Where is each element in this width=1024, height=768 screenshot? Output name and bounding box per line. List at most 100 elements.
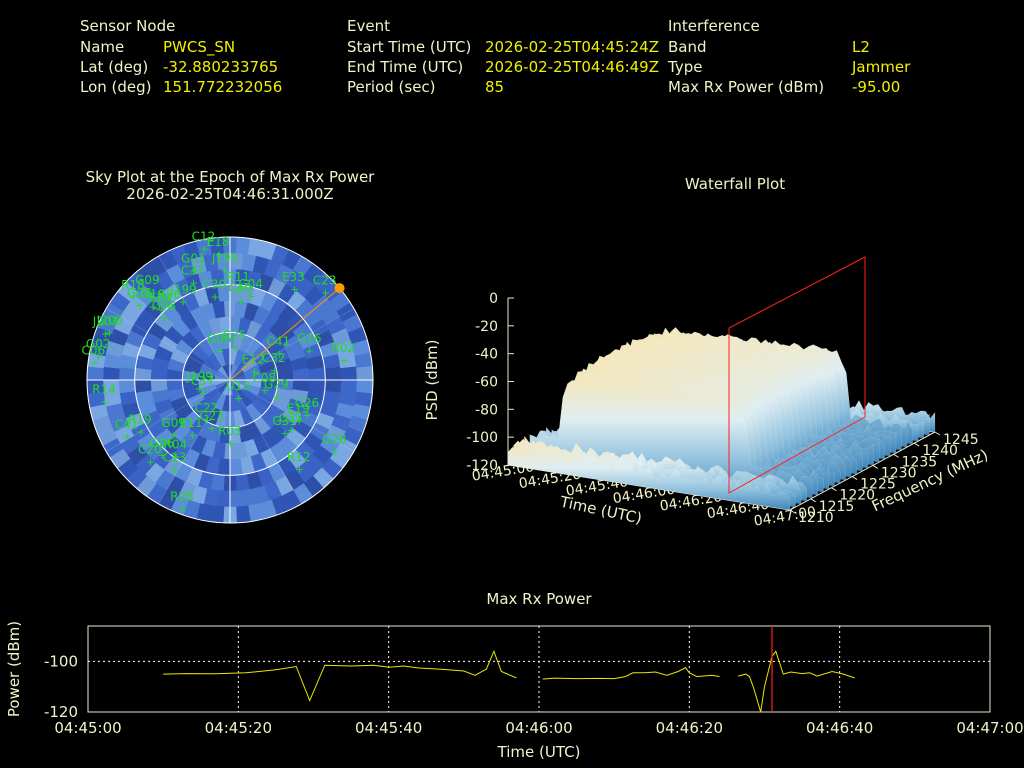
satellite-point: + xyxy=(146,455,155,468)
satellite-label: G05 xyxy=(207,332,232,346)
satellite-point: + xyxy=(215,345,224,358)
satellite-label: E33 xyxy=(282,270,305,284)
sky-cell xyxy=(102,366,120,381)
satellite-point: + xyxy=(94,350,103,363)
sky-cell xyxy=(118,379,136,394)
satellite-point: + xyxy=(250,365,259,378)
satellite-label: C37 xyxy=(191,374,215,388)
power-x-tick-label: 04:46:00 xyxy=(505,719,572,737)
power-y-tick-label: -100 xyxy=(44,652,78,670)
event-title: Event xyxy=(347,17,390,35)
sky-cell xyxy=(340,379,358,394)
satellite-label: G16 xyxy=(297,331,322,345)
interference-band-value: L2 xyxy=(852,38,870,56)
sky-cell xyxy=(354,352,373,369)
freq-tick-label: 1215 xyxy=(819,499,855,515)
freq-tick xyxy=(810,498,816,503)
event-end-label: End Time (UTC) xyxy=(347,58,464,76)
satellite-label: G06 xyxy=(150,436,175,450)
satellite-label: R11 xyxy=(226,270,250,284)
satellite-label: G07 xyxy=(127,286,152,300)
epoch-marker-plane xyxy=(728,256,866,494)
sky-cell xyxy=(308,367,326,381)
sky-cell xyxy=(235,473,250,492)
satellite-label: R19 xyxy=(128,413,152,427)
satellite-label: G18 xyxy=(140,287,165,301)
jammer-marker xyxy=(334,283,345,294)
sky-cell xyxy=(356,379,374,394)
sky-plot: C12+E18+G01+J195+C37+G09+R18+G07+G18+E24… xyxy=(81,229,374,524)
sky-cell xyxy=(324,379,342,394)
power-plot-frame xyxy=(87,625,991,713)
satellite-point: + xyxy=(123,431,132,444)
z-tick-label: 0 xyxy=(489,291,498,307)
satellite-point: + xyxy=(290,283,299,296)
waterfall-title: Waterfall Plot xyxy=(684,175,786,193)
satellite-label: J201 xyxy=(92,314,119,328)
sky-radial xyxy=(229,308,355,381)
satellite-label: G09 xyxy=(161,416,186,430)
satellite-point: + xyxy=(230,342,239,355)
satellite-label: C08 xyxy=(252,371,276,385)
freq-tick-label: 1230 xyxy=(881,465,917,481)
sky-plot-title: Sky Plot at the Epoch of Max Rx Power xyxy=(85,168,375,186)
satellite-label: J199 xyxy=(169,282,196,296)
satellite-point: + xyxy=(305,344,314,357)
satellite-label: J200 xyxy=(96,313,123,327)
satellite-point: + xyxy=(207,422,216,435)
z-tick-label: -60 xyxy=(475,375,498,391)
interference-band-label: Band xyxy=(668,38,707,56)
satellite-label: C37 xyxy=(181,263,205,277)
satellite-point: + xyxy=(280,427,289,440)
satellite-point: + xyxy=(188,429,197,442)
interference-maxrx-value: -95.00 xyxy=(852,78,901,96)
sensor-node-title: Sensor Node xyxy=(80,17,176,35)
power-x-tick-label: 04:45:20 xyxy=(205,719,272,737)
satellite-label: R02 xyxy=(331,341,355,355)
satellite-label: G09 xyxy=(135,273,160,287)
freq-tick xyxy=(934,431,941,436)
satellite-point: + xyxy=(295,415,304,428)
max-rx-power-line xyxy=(163,649,517,702)
satellite-point: + xyxy=(199,387,208,400)
satellite-point: + xyxy=(129,291,138,304)
satellite-point: + xyxy=(101,327,110,340)
satellite-point: + xyxy=(169,429,178,442)
satellite-point: + xyxy=(303,409,312,422)
freq-tick-label: 1245 xyxy=(943,432,979,448)
freq-tick xyxy=(789,509,796,514)
satellite-point: + xyxy=(178,295,187,308)
freq-tick xyxy=(893,453,899,458)
satellite-label: C41 xyxy=(267,335,291,349)
sky-cell xyxy=(292,367,310,381)
satellite-point: + xyxy=(143,286,152,299)
sensor-name-value: PWCS_SN xyxy=(163,38,236,56)
satellite-label: C22 xyxy=(195,401,219,415)
satellite-label: G93 xyxy=(152,299,177,313)
satellite-label: R04 xyxy=(163,437,187,451)
z-tick-label: -80 xyxy=(475,402,498,418)
event-end-value: 2026-02-25T04:46:49Z xyxy=(485,58,659,76)
satellite-point: + xyxy=(157,304,166,317)
sky-cell xyxy=(216,490,231,508)
satellite-label: G28 xyxy=(322,432,347,446)
jammer-bearing-line xyxy=(229,287,340,381)
satellite-label: R18 xyxy=(121,278,145,292)
freq-tick xyxy=(831,487,837,492)
satellite-point: + xyxy=(189,276,198,289)
satellite-point: + xyxy=(321,286,330,299)
satellite-point: + xyxy=(270,364,279,377)
event-start-value: 2026-02-25T04:45:24Z xyxy=(485,38,659,56)
satellite-point: + xyxy=(136,426,145,439)
interference-maxrx-label: Max Rx Power (dBm) xyxy=(668,78,825,96)
satellite-point: + xyxy=(135,299,144,312)
satellite-label: E11 xyxy=(180,416,203,430)
freq-tick xyxy=(872,464,879,469)
satellite-label: G04 xyxy=(238,277,263,291)
event-start-label: Start Time (UTC) xyxy=(347,38,472,56)
power-y-axis-label: Power (dBm) xyxy=(5,621,23,717)
z-axis-label: PSD (dBm) xyxy=(424,339,441,420)
sensor-name-label: Name xyxy=(80,38,125,56)
freq-tick-label: 1210 xyxy=(798,510,834,526)
